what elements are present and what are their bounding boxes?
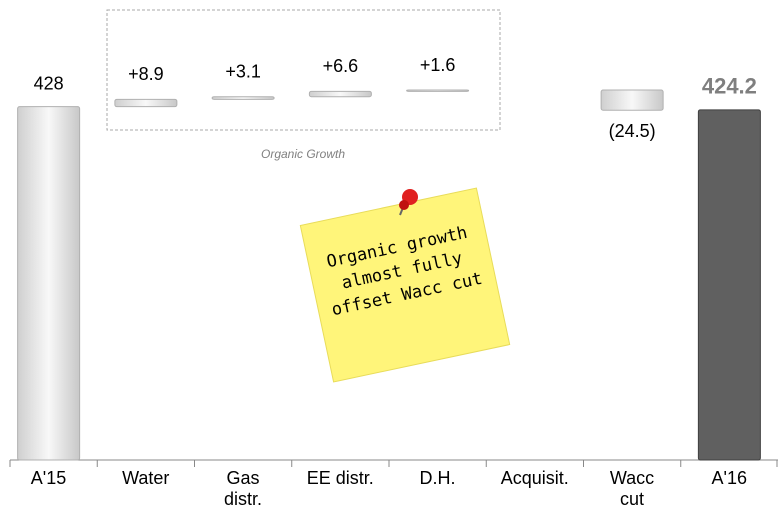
x-tick-label: EE distr.	[292, 468, 389, 489]
bar	[698, 110, 760, 460]
organic-label: Organic Growth	[261, 147, 345, 161]
pin-base	[399, 200, 409, 210]
bar	[18, 107, 80, 460]
x-tick-label: D.H.	[389, 468, 486, 489]
value-label: +6.6	[323, 56, 359, 76]
value-label: +3.1	[225, 62, 261, 82]
value-label: (24.5)	[609, 121, 656, 141]
x-tick-label: Wacc cut	[584, 468, 681, 510]
bar	[407, 90, 469, 91]
x-tick-label: Gas distr.	[195, 468, 292, 510]
x-tick-label: A'15	[0, 468, 97, 489]
bar	[309, 91, 371, 96]
value-label: +8.9	[128, 64, 164, 84]
bar	[115, 99, 177, 106]
x-tick-label: A'16	[681, 468, 778, 489]
bar	[212, 97, 274, 100]
x-tick-label: Acquisit.	[486, 468, 583, 489]
value-label: 424.2	[702, 74, 757, 99]
bar	[601, 90, 663, 110]
value-label: 428	[34, 73, 64, 93]
value-label: +1.6	[420, 55, 456, 75]
x-tick-label: Water	[97, 468, 194, 489]
chart: Organic Growth 428 +8.9 +3.1 +6.6 +1.6 (24.5)…	[0, 0, 778, 525]
